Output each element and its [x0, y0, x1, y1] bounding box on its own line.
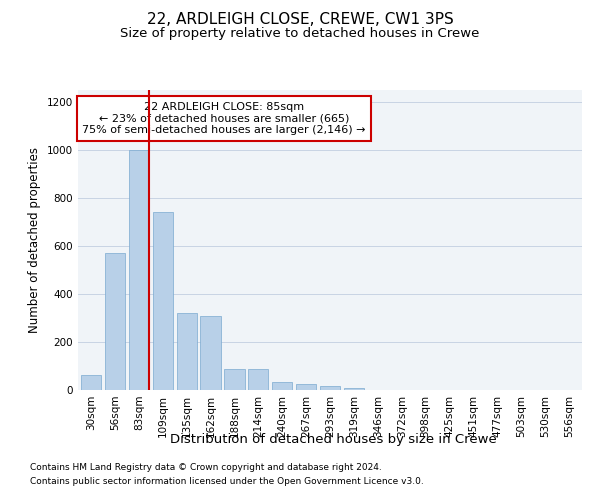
Bar: [320, 386, 340, 390]
Text: Size of property relative to detached houses in Crewe: Size of property relative to detached ho…: [121, 28, 479, 40]
Bar: [200, 316, 221, 390]
Text: 22, ARDLEIGH CLOSE, CREWE, CW1 3PS: 22, ARDLEIGH CLOSE, CREWE, CW1 3PS: [146, 12, 454, 28]
Text: Distribution of detached houses by size in Crewe: Distribution of detached houses by size …: [170, 432, 496, 446]
Text: Contains public sector information licensed under the Open Government Licence v3: Contains public sector information licen…: [30, 477, 424, 486]
Bar: [105, 253, 125, 390]
Text: 22 ARDLEIGH CLOSE: 85sqm
← 23% of detached houses are smaller (665)
75% of semi-: 22 ARDLEIGH CLOSE: 85sqm ← 23% of detach…: [82, 102, 366, 135]
Bar: [129, 150, 149, 390]
Y-axis label: Number of detached properties: Number of detached properties: [28, 147, 41, 333]
Bar: [224, 369, 245, 390]
Bar: [296, 384, 316, 390]
Bar: [152, 212, 173, 390]
Bar: [344, 388, 364, 390]
Text: Contains HM Land Registry data © Crown copyright and database right 2024.: Contains HM Land Registry data © Crown c…: [30, 464, 382, 472]
Bar: [248, 369, 268, 390]
Bar: [81, 375, 101, 390]
Bar: [176, 313, 197, 390]
Bar: [272, 382, 292, 390]
